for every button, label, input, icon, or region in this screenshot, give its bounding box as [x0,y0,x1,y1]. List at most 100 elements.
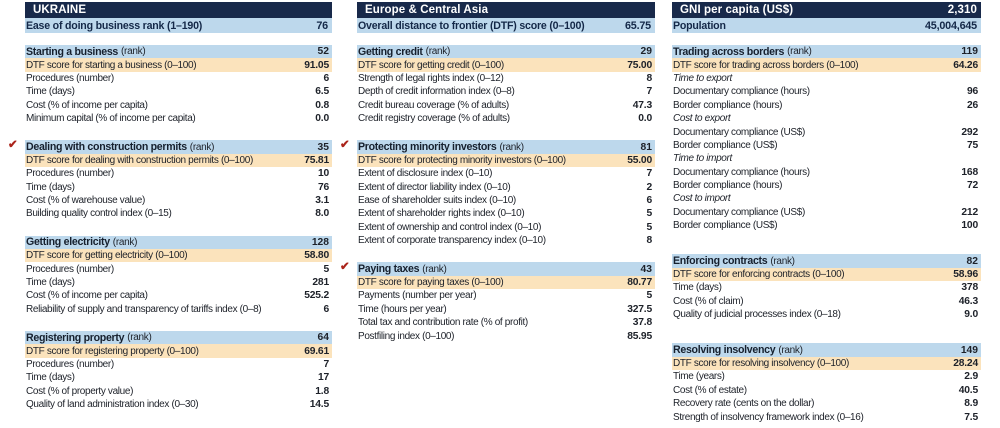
indicator-label: Border compliance (hours) [673,180,783,192]
indicator-label: Time (days) [26,181,75,193]
section-rank-value: 43 [640,263,652,275]
column-3: GNI per capita (US$) 2,310 Population 45… [655,2,981,424]
section-trading-across-borders: Trading across borders (rank) 119 DTF score… [672,45,981,232]
indicator-row: Ease of shareholder suits index (0–10) 6 [357,194,655,207]
indicator-value: 8 [646,72,652,84]
column-1-sections: Starting a business (rank) 52 DTF score for… [8,45,332,411]
indicator-label: Postfiling index (0–100) [358,330,455,342]
indicator-label: Border compliance (hours) [673,99,783,111]
indicator-label: Time (days) [673,282,722,294]
indicator-row: Time (days) 281 [25,276,332,289]
indicator-label: Extent of corporate transparency index (… [358,235,546,247]
indicator-label: DTF score for enforcing contracts (0–100… [673,269,845,281]
indicator-value: 1.8 [315,385,329,397]
overall-dtf-bar: Overall distance to frontier (DTF) score… [357,18,655,33]
indicator-value: 2 [646,181,652,193]
indicator-label: Credit bureau coverage (% of adults) [358,99,509,111]
section-rank-value: 64 [317,332,329,344]
indicator-label: Procedures (number) [26,263,114,275]
indicator-row: Strength of insolvency framework index (… [672,410,981,423]
indicator-label: Cost (% of estate) [673,384,747,396]
indicator-label: Border compliance (US$) [673,220,778,232]
overall-dtf-value: 65.75 [624,19,651,32]
section-resolving-insolvency: Resolving insolvency (rank) 149 DTF score f… [672,343,981,423]
indicator-label: Documentary compliance (US$) [673,206,805,218]
population-value: 45,004,645 [924,19,977,32]
indicator-value: 212 [961,206,978,218]
section-rank-value: 35 [317,141,329,153]
indicator-label: Cost (% of warehouse value) [26,195,145,207]
section-header: Trading across borders (rank) 119 [672,45,981,59]
section-header: Enforcing contracts (rank) 82 [672,254,981,268]
indicator-label: DTF score for starting a business (0–100… [26,59,197,71]
indicator-row: Credit registry coverage (% of adults) 0.… [357,112,655,125]
indicator-value: 8.0 [315,208,329,220]
indicator-row: Cost (% of property value) 1.8 [25,385,332,398]
dtf-score-row: DTF score for starting a business (0–100… [25,58,332,72]
indicator-value: 75.81 [304,154,329,166]
indicator-label: Time (days) [26,86,75,98]
indicator-row: Depth of credit information index (0–8) 7 [357,85,655,98]
indicator-value: 3.1 [315,195,329,207]
indicator-label: Reliability of supply and transparency o… [26,303,262,315]
section-title: Dealing with construction permits [26,141,187,154]
indicator-value: 8 [646,235,652,247]
indicator-value: 46.3 [958,295,978,307]
dtf-score-row: DTF score for getting electricity (0–100… [25,249,332,263]
indicator-label: DTF score for registering property (0–10… [26,345,199,357]
indicator-row: Time (days) 17 [25,371,332,384]
indicator-value: 17 [317,372,329,384]
section-paying-taxes: ✔ Paying taxes (rank) 43 DTF score for payin… [340,261,655,342]
subheader-row: Cost to import [672,192,981,205]
indicator-label: DTF score for paying taxes (0–100) [358,277,504,289]
population-bar: Population 45,004,645 [672,18,981,33]
indicator-row: Time (years) 2.9 [672,370,981,383]
indicator-label: Total tax and contribution rate (% of pr… [358,317,528,329]
indicator-row: Documentary compliance (US$) 292 [672,125,981,138]
country-header-bar: UKRAINE [25,2,332,18]
indicator-value: 64.26 [953,59,978,71]
column-2-sections: Getting credit (rank) 29 DTF score for gett… [340,45,655,343]
indicator-label: Documentary compliance (hours) [673,86,810,98]
dtf-score-row: DTF score for trading across borders (0–… [672,58,981,72]
section-protecting-minority-investors: ✔ Protecting minority investors (rank) 81 DT… [340,139,655,247]
section-header: Resolving insolvency (rank) 149 [672,343,981,357]
indicator-value: 58.96 [953,269,978,281]
indicator-label: Strength of insolvency framework index (… [673,411,864,423]
section-title-suffix: (rank) [499,141,524,153]
gni-header-bar: GNI per capita (US$) 2,310 [672,2,981,18]
indicator-row: Quality of land administration index (0–… [25,398,332,411]
indicator-value: 6 [323,72,329,84]
indicator-row: Cost (% of estate) 40.5 [672,384,981,397]
indicator-label: Time (years) [673,371,725,383]
dtf-score-row: DTF score for resolving insolvency (0–10… [672,356,981,371]
region-header-bar: Europe & Central Asia [357,2,655,18]
dtf-score-row: DTF score for enforcing contracts (0–100… [672,267,981,282]
indicator-value: 378 [961,282,978,294]
indicator-label: DTF score for dealing with construction … [26,154,253,166]
indicator-value: 281 [312,277,329,289]
subheader-row: Cost to export [672,112,981,125]
section-title: Enforcing contracts [673,255,768,268]
dtf-score-row: DTF score for paying taxes (0–100) 80.77 [357,275,655,290]
indicator-label: Quality of land administration index (0–… [26,399,199,411]
indicator-label: Procedures (number) [26,359,114,370]
indicator-value: 69.61 [304,345,329,357]
indicator-row: Procedures (number) 10 [25,167,332,180]
indicator-row: Cost (% of warehouse value) 3.1 [25,194,332,207]
indicator-value: 14.5 [309,399,329,411]
section-title-suffix: (rank) [425,46,451,58]
indicator-label: Recovery rate (cents on the dollar) [673,398,815,410]
indicator-value: 5 [646,290,652,302]
indicator-row: Building quality control index (0–15) 8.0 [25,207,332,220]
dtf-score-row: DTF score for getting credit (0–100) 75.0… [357,58,655,72]
indicator-value: 91.05 [304,59,329,71]
section-header: Registering property (rank) 64 [25,331,332,345]
indicator-value: 5 [323,263,329,275]
indicator-value: 7 [323,359,329,370]
reform-check-icon: ✔ [8,139,18,152]
indicator-label: Strength of legal rights index (0–12) [358,72,504,84]
indicator-label: Border compliance (US$) [673,139,778,151]
indicator-row: Payments (number per year) 5 [357,289,655,302]
